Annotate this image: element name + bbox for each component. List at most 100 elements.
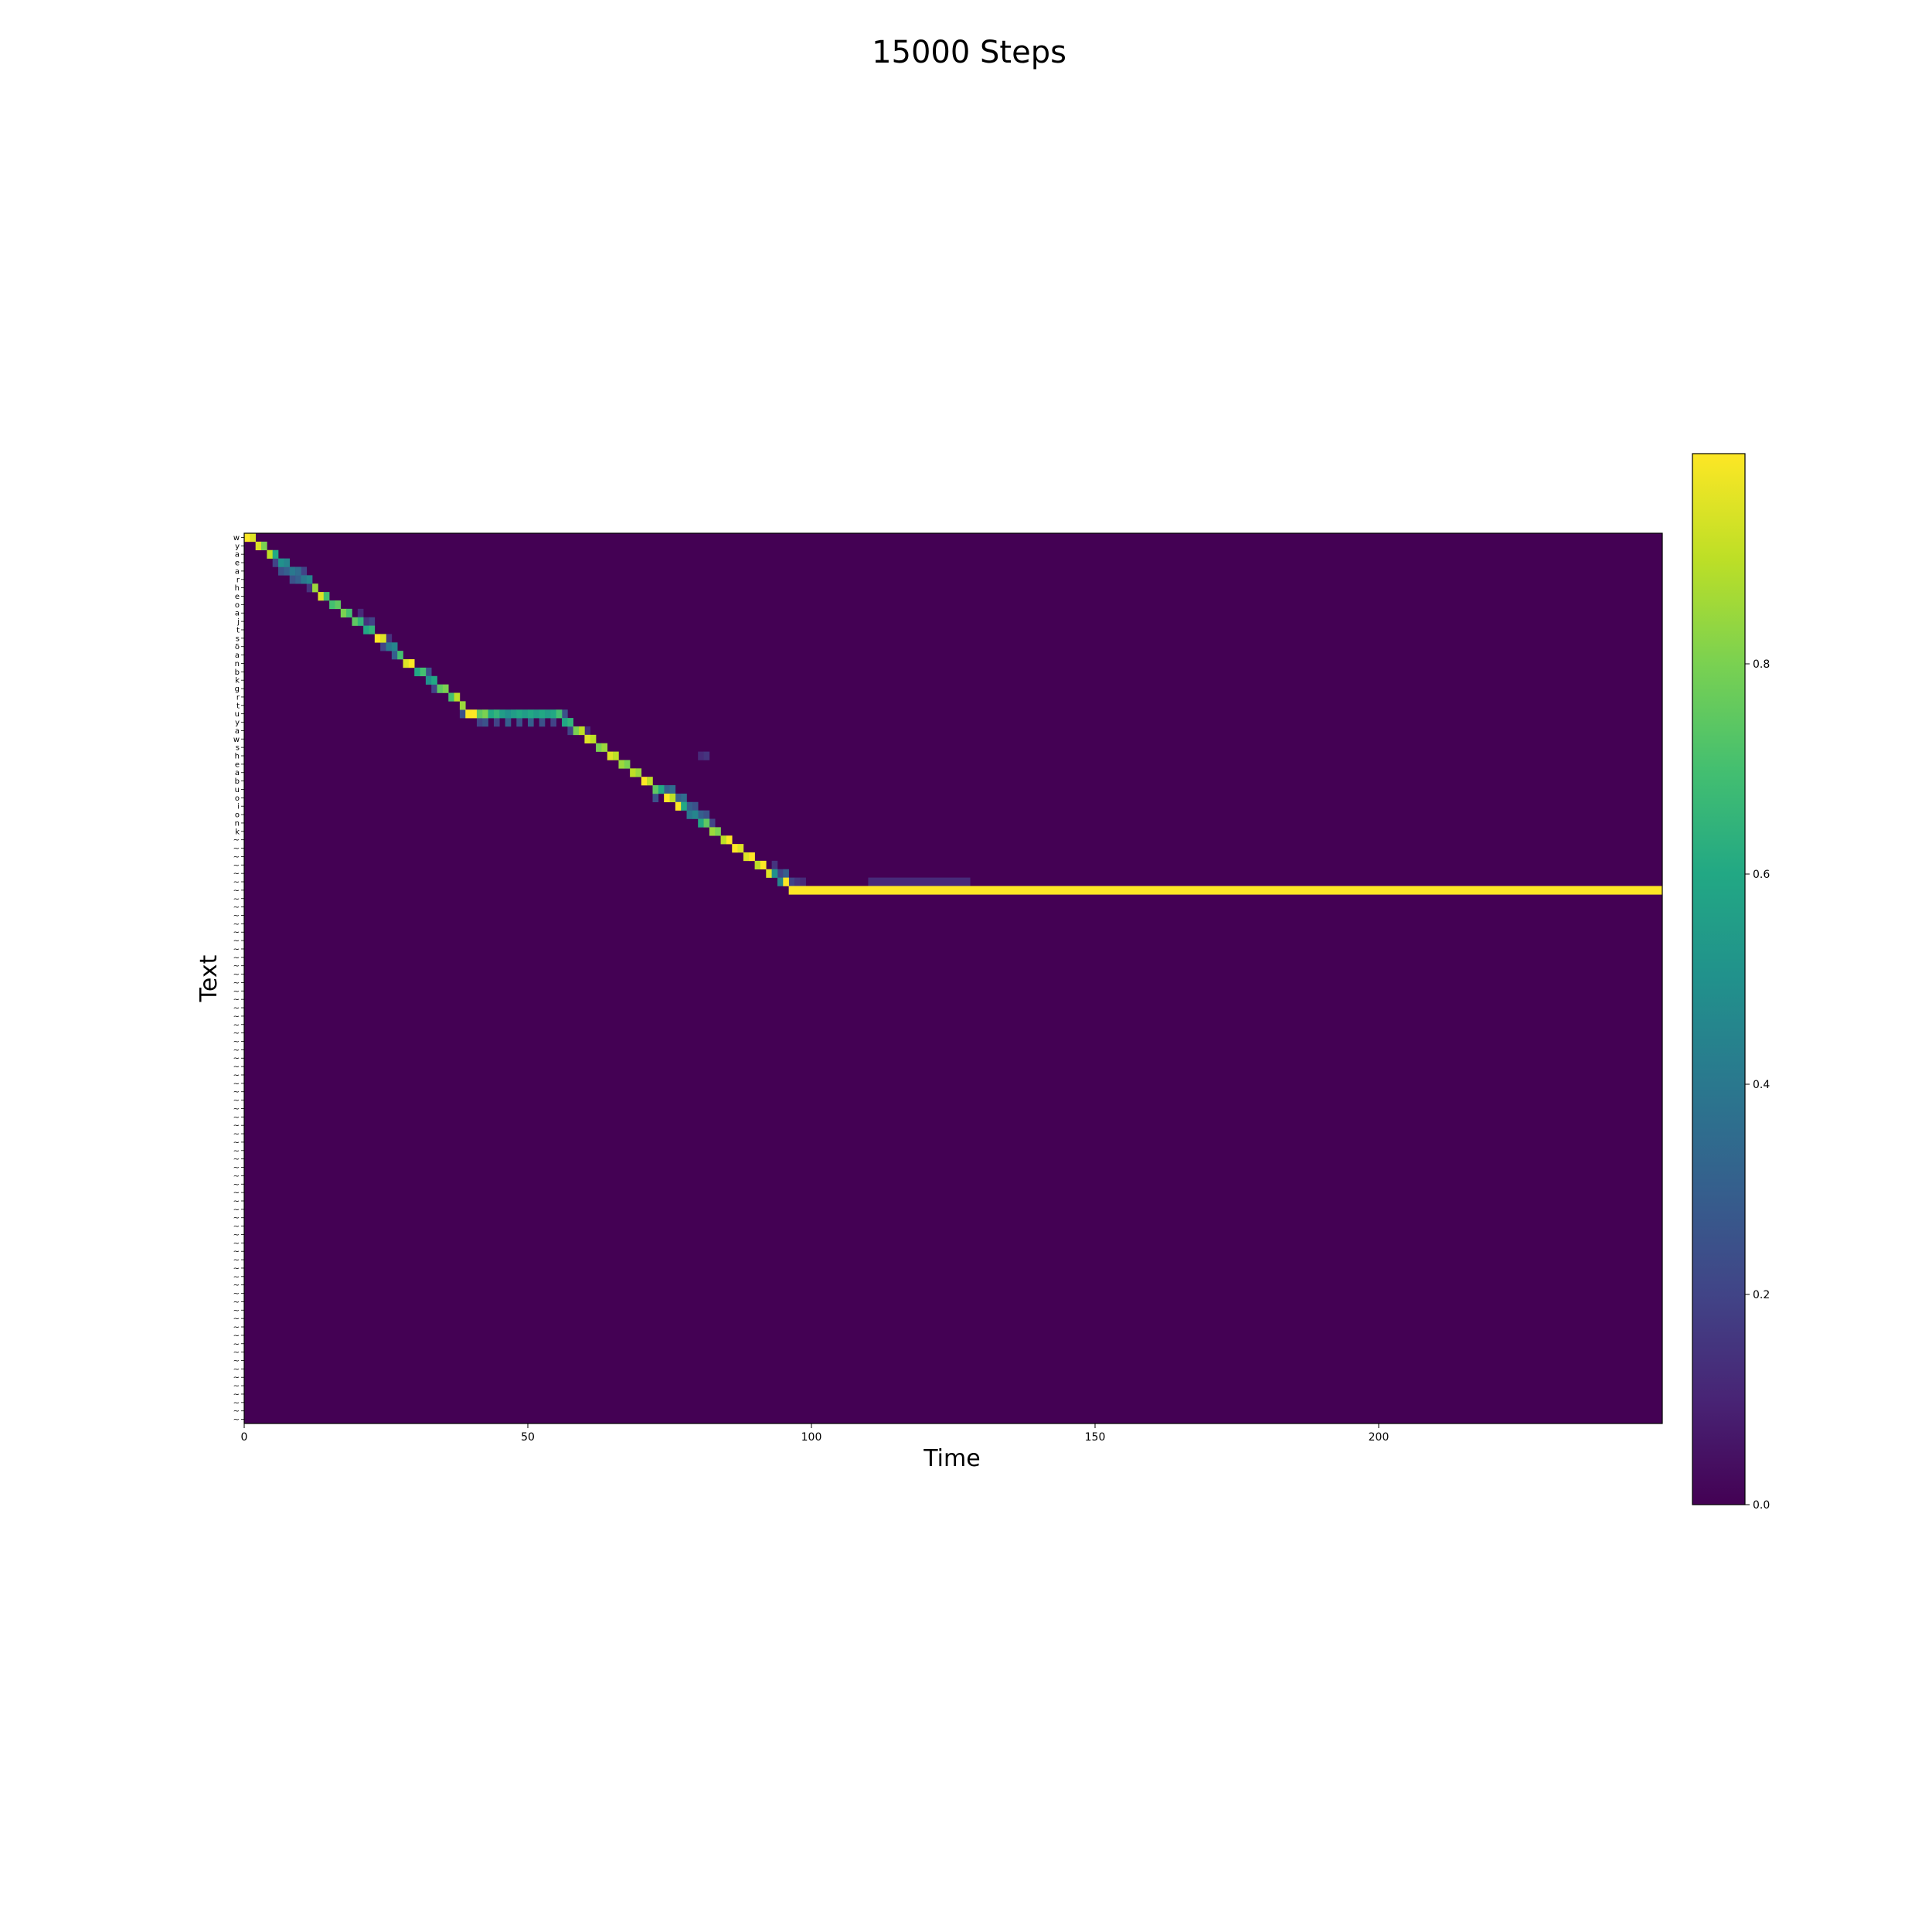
y-tick-label: ~	[233, 836, 240, 845]
y-tick-label: ~	[233, 1114, 240, 1122]
heatmap-cell-alignment	[397, 651, 403, 660]
heatmap-cell-alignment	[596, 743, 602, 752]
heatmap-cell-alignment	[414, 667, 420, 677]
y-tick-label: w	[233, 736, 240, 744]
y-tick-label: ~	[233, 845, 240, 853]
heatmap-cell-diffuse	[539, 718, 546, 727]
y-tick-label: ~	[233, 1055, 240, 1063]
x-tick-label: 150	[1085, 1431, 1106, 1444]
heatmap-cell-alignment	[505, 709, 512, 719]
heatmap-cell-alignment	[267, 549, 273, 559]
y-tick-label: b	[235, 777, 240, 786]
y-tick-label: ~	[233, 996, 240, 1005]
heatmap-cell-diffuse	[431, 684, 437, 693]
heatmap-cell-alignment	[726, 835, 733, 845]
y-tick-label: ~	[233, 895, 240, 903]
x-tick-label: 200	[1369, 1431, 1389, 1444]
heatmap-cell-alignment	[681, 801, 687, 811]
y-tick-label: ~	[233, 1080, 240, 1088]
y-tick-label: g	[235, 685, 240, 694]
y-tick-label: e	[235, 760, 240, 769]
heatmap-cell-alignment	[579, 726, 585, 736]
heatmap-cell-alignment	[312, 583, 318, 593]
y-tick-label: ~	[233, 870, 240, 879]
y-tick-label: i	[237, 803, 240, 811]
heatmap-cell-diffuse	[482, 718, 488, 727]
heatmap-cell-diffuse	[709, 818, 716, 828]
heatmap-cell-alignment	[635, 768, 642, 777]
heatmap-cell-alignment	[771, 869, 778, 878]
heatmap-cell-alignment	[255, 541, 262, 551]
heatmap-cell-alignment	[448, 692, 454, 702]
heatmap-cell-alignment	[737, 844, 744, 853]
y-tick-label: ~	[233, 1340, 240, 1349]
y-tick-label: r	[236, 576, 240, 584]
heatmap-cell-alignment	[335, 600, 342, 610]
y-tick-label: ~	[233, 1390, 240, 1399]
colorbar-tick-label: 0.2	[1753, 1289, 1770, 1301]
heatmap-background	[244, 533, 1662, 1423]
heatmap-cell-diffuse	[505, 718, 512, 727]
heatmap-cell-alignment	[533, 709, 539, 719]
heatmap-cell-alignment	[295, 566, 301, 576]
heatmap-cell-diffuse	[528, 718, 534, 727]
heatmap-cell-alignment	[703, 818, 710, 828]
heatmap-cell-diffuse	[669, 785, 676, 794]
y-tick-label: ~	[233, 1181, 240, 1189]
heatmap-cell-alignment	[391, 642, 398, 651]
heatmap-cell-diffuse	[357, 608, 364, 617]
y-tick-label: a	[235, 567, 240, 576]
x-tick-label: 0	[241, 1431, 248, 1444]
heatmap-cell-alignment	[539, 709, 546, 719]
heatmap-cell-alignment	[766, 869, 772, 878]
heatmap-cell-diffuse	[777, 869, 784, 878]
y-tick-label: ~	[233, 1012, 240, 1021]
y-tick-label: a	[235, 769, 240, 777]
heatmap-cell-alignment	[340, 608, 347, 617]
heatmap-cell-alignment	[352, 617, 359, 626]
heatmap-cell-diffuse	[703, 751, 710, 760]
heatmap-cell-alignment	[318, 592, 325, 601]
heatmap-cell-alignment	[664, 793, 670, 803]
y-tick-label: ~	[233, 1366, 240, 1374]
heatmap-cell-alignment	[403, 659, 410, 668]
heatmap-cell-alignment	[459, 701, 466, 710]
heatmap-cell-diffuse	[783, 869, 789, 878]
y-tick-label: ~	[233, 1231, 240, 1240]
heatmap-cell-diffuse	[788, 877, 795, 886]
heatmap-cell-diffuse	[380, 642, 386, 651]
heatmap-cell-diffuse	[686, 801, 693, 811]
heatmap-cell-alignment	[374, 634, 381, 643]
heatmap-cell-diffuse	[459, 709, 466, 719]
y-tick-label: ~	[233, 903, 240, 912]
x-tick-label: 50	[521, 1431, 535, 1444]
heatmap-cell-diffuse	[295, 575, 301, 584]
y-tick-label: ~	[233, 1046, 240, 1055]
heatmap-cell-alignment	[493, 709, 500, 719]
heatmap-steady-halo	[868, 877, 971, 886]
heatmap-cell-alignment	[658, 785, 665, 794]
y-tick-label: ~	[233, 1021, 240, 1029]
y-tick-label: ~	[233, 1264, 240, 1273]
heatmap-cell-alignment	[550, 709, 556, 719]
y-tick-label: ~	[233, 1315, 240, 1324]
heatmap-cell-alignment	[556, 709, 563, 719]
colorbar-tick-label: 0.8	[1753, 658, 1770, 671]
heatmap-cell-alignment	[754, 860, 761, 870]
colorbar: 0.0 0.2 0.4 0.6 0.8	[1692, 453, 1770, 1512]
heatmap-cell-alignment	[573, 726, 580, 736]
y-tick-label: ~	[233, 1131, 240, 1139]
heatmap-cell-alignment	[618, 760, 625, 769]
heatmap-cell-diffuse	[584, 726, 591, 736]
y-tick-label: ~	[233, 1097, 240, 1105]
y-tick-label: o	[235, 794, 240, 803]
heatmap-cell-alignment	[584, 734, 591, 743]
heatmap-cell-alignment	[369, 625, 376, 634]
y-tick-label: ~	[233, 1038, 240, 1046]
heatmap-cell-alignment	[250, 533, 256, 543]
y-tick-label: a	[235, 610, 240, 618]
heatmap-cell-alignment	[647, 777, 653, 786]
y-tick-label: ~	[233, 1198, 240, 1206]
heatmap-cell-diffuse	[664, 785, 670, 794]
y-axis: wyaearheoajtsδanbkgrtuyawsheabuoionk~~~~…	[233, 534, 244, 1424]
